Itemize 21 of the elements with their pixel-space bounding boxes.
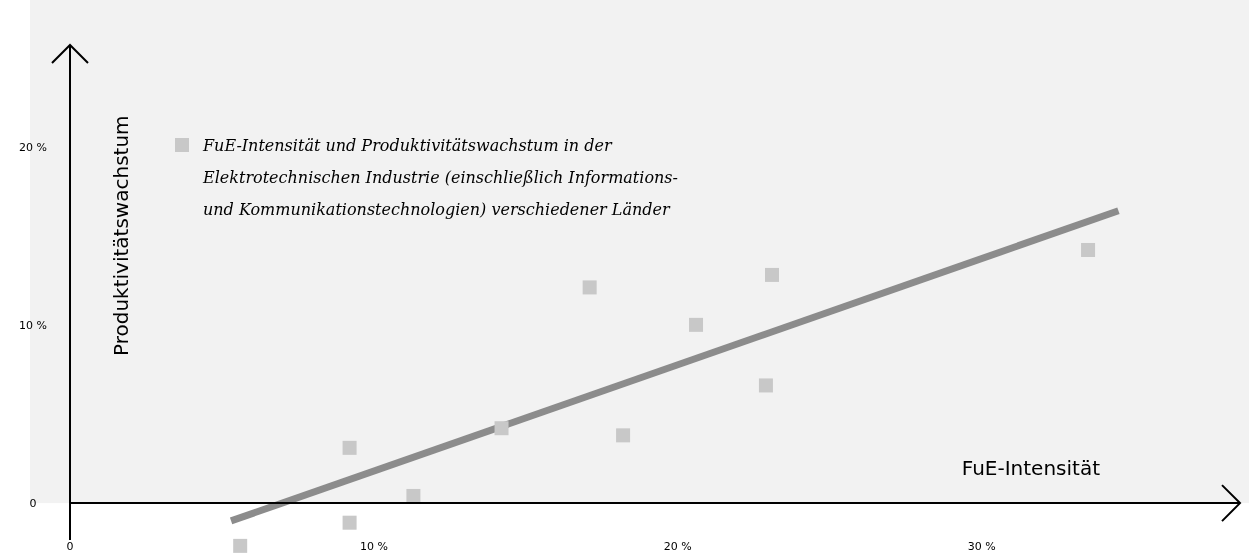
- x-tick-label: 10 %: [359, 540, 388, 553]
- y-tick-label: 20 %: [19, 140, 47, 154]
- x-tick-label: 20 %: [663, 540, 692, 553]
- point: [765, 267, 779, 282]
- y-tick-label: 10 %: [19, 318, 47, 332]
- point: [582, 280, 597, 295]
- point: [342, 515, 357, 530]
- point: [758, 378, 773, 393]
- x-tick-label: 30 %: [967, 540, 996, 553]
- y-tick-label: 0: [29, 497, 37, 511]
- point: [406, 488, 421, 503]
- point: [689, 317, 704, 332]
- point: [342, 440, 357, 455]
- point: [494, 421, 509, 436]
- x-tick-label: 0: [66, 540, 74, 553]
- point: [1081, 242, 1096, 257]
- point: [233, 538, 248, 553]
- point: [616, 428, 631, 443]
- legend-label: FuE-Intensität und Produktivitätswachstum in der Elektrotechnischen Industrie (einschließlich Informations- und Kommunikationstechnologien) verschiedener Länder: [202, 136, 678, 219]
- y-axis-title: Produktivitätswachstum: [109, 115, 133, 356]
- x-axis-title: FuE-Intensität: [961, 456, 1101, 481]
